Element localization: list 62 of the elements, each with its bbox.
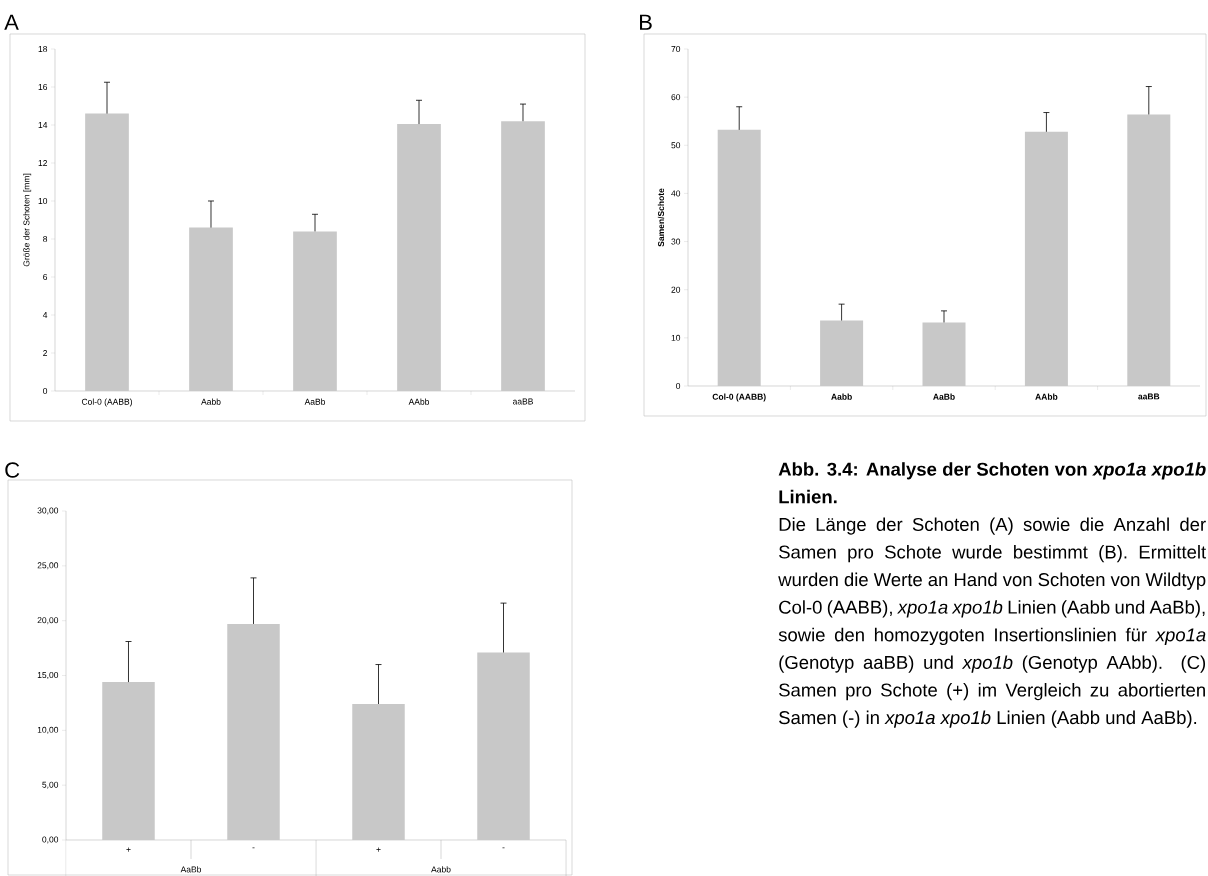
y-tick-label: 16 [38,83,48,90]
x-tick-label: Aabb [831,393,852,400]
y-tick-label: 10 [38,197,48,204]
bar [477,652,530,840]
y-tick-label: 0,00 [42,836,59,844]
y-tick-label: 40 [671,190,681,197]
bar [85,113,129,391]
bar [501,121,545,391]
y-axis-title: Samen/Schote [657,188,665,247]
x-tick-label: Aabb [201,398,221,405]
y-tick-label: 70 [671,45,681,52]
chart-title: A [4,14,19,30]
y-tick-label: 20,00 [37,617,59,625]
y-tick-label: 60 [671,94,681,101]
y-tick-label: 2 [43,350,48,356]
bar [397,124,441,391]
y-tick-label: 50 [671,142,681,149]
x-tick-label: AaBb [933,393,955,400]
bar [102,682,155,840]
bar [717,129,761,386]
bar [1127,114,1171,386]
y-tick-label: 10 [671,334,681,341]
y-tick-label: 6 [43,273,48,280]
bar [227,623,280,840]
x-tick-label: Col-0 (AABB) [712,393,766,402]
y-tick-label: 10,00 [37,726,59,734]
y-tick-label: 5,00 [42,781,59,789]
y-tick-label: 30 [671,238,681,245]
x-tick-label: - [502,847,505,849]
y-tick-label: 30,00 [37,507,59,515]
y-tick-label: 12 [38,160,48,166]
y-tick-label: 20 [671,286,681,293]
text: Aabb [431,866,451,873]
text: Die Länge der Schoten (A) sowie die Anzahl der Samen pro Schote wurde bestimmt (B). Ermittelt wurden die Werte an Hand von Schoten von Wildtyp Col-0 (AABB), xpo1a xpo1b Linien (Aabb und AaBb), sowie den homozygoten Insertionslinien für xpo1a (Genotyp aaBB) und xpo1b (Genotyp AAbb). (C) Samen pro Schote (+) im Vergleich zu abortierten Samen (-) in xpo1a xpo1b Linien (Aabb und AaBb). [778,517,1207,728]
text: AaBb [180,866,202,873]
x-tick-label: - [252,847,255,849]
y-tick-label: 0 [676,382,681,389]
bar [922,322,966,386]
y-axis-title: Größe der Schoten [mm] [23,173,32,267]
x-tick-label: + [126,847,131,852]
x-tick-label: AaBb [304,398,326,405]
bar [189,227,233,391]
bar [820,320,864,386]
chart-title: C [5,462,20,478]
bar [293,231,337,391]
chart-title: B [640,14,652,30]
x-tick-label: AAbb [408,398,430,405]
bar [1024,131,1068,386]
y-tick-label: 15,00 [37,672,59,680]
y-tick-label: 14 [38,122,48,128]
y-tick-label: 18 [38,45,48,52]
x-tick-label: AAbb [1035,393,1058,400]
y-tick-label: 8 [43,235,48,242]
y-tick-label: 0 [43,387,48,394]
x-tick-label: + [376,847,381,852]
bar [352,704,405,840]
chart-title: Abb. 3.4: Analyse der Schoten von xpo1a xpo1b Linien. [778,462,1206,504]
y-tick-label: 25,00 [37,562,59,570]
x-tick-label: Col-0 (AABB) [81,398,132,407]
x-tick-label: aaBB [1138,393,1160,400]
y-tick-label: 4 [42,312,48,318]
x-tick-label: aaBB [512,398,533,405]
